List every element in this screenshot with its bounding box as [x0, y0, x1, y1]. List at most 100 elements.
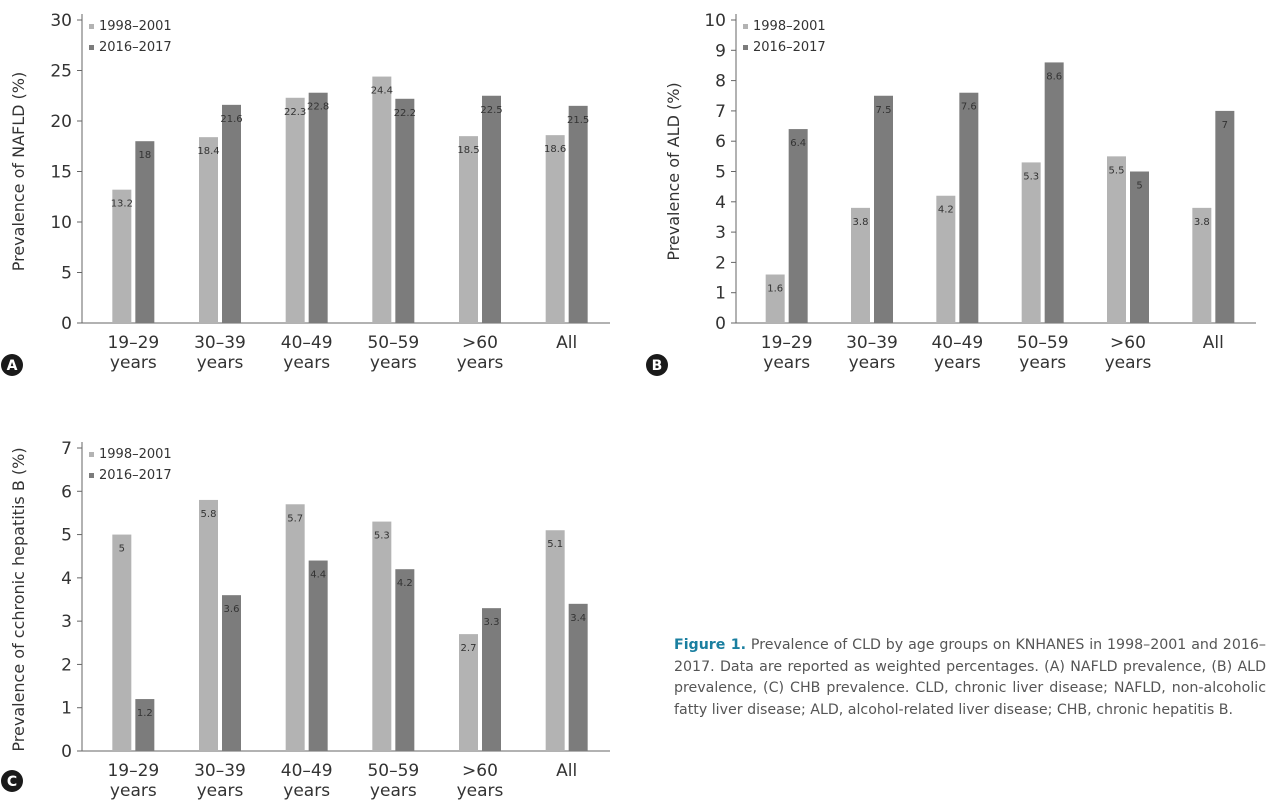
data-label: 21.6 — [220, 114, 242, 125]
data-label: 5.5 — [1109, 165, 1125, 176]
category-label: All — [1203, 333, 1224, 353]
bar-series2 — [568, 603, 588, 751]
category-label: >60 years — [457, 761, 504, 801]
bar-series1 — [285, 97, 305, 324]
data-label: 13.2 — [111, 199, 133, 210]
data-label: 18.4 — [197, 146, 219, 157]
data-label: 22.2 — [394, 108, 416, 119]
bar-series1 — [372, 521, 392, 751]
y-tick-label: 1 — [715, 284, 726, 304]
bar-series1 — [1107, 156, 1126, 323]
bar-series2 — [222, 595, 241, 751]
y-tick-label: 0 — [715, 314, 726, 334]
chart-panel-c: 0 1 2 3 4 5 6 7 Prevalence of cchronic hepatitis… — [0, 425, 620, 803]
bar-series2 — [395, 98, 415, 323]
legend-label: 2016–2017 — [99, 40, 172, 55]
bar-series2 — [1215, 110, 1235, 324]
caption-text: Prevalence of CLD by age groups on KNHAN… — [674, 637, 1266, 718]
bar-series1 — [459, 136, 478, 323]
category-label: 19–29 years — [107, 761, 159, 801]
legend-label: 1998–2001 — [99, 19, 172, 34]
data-label: 3.4 — [570, 613, 586, 624]
bar-series1 — [112, 534, 132, 751]
category-label: 19–29 years — [107, 333, 159, 373]
chb-chart: 0 1 2 3 4 5 6 7 Prevalence of cchronic hepatitis… — [1, 439, 610, 801]
category-label: All — [556, 333, 577, 353]
bar-series1 — [936, 195, 956, 323]
y-tick-label: 4 — [61, 569, 72, 589]
y-tick-label: 25 — [50, 62, 72, 82]
category-label: 30–39 years — [194, 333, 246, 373]
legend-swatch — [89, 24, 94, 29]
y-tick-label: 1 — [61, 699, 72, 719]
category-label: 19–29 years — [761, 333, 813, 373]
data-label: 7 — [1222, 120, 1228, 131]
data-label: 5 — [119, 544, 125, 555]
data-label: 6.4 — [790, 138, 806, 149]
y-tick-label: 2 — [61, 655, 72, 675]
bar-series2 — [308, 92, 328, 323]
bar-series1 — [851, 207, 870, 323]
figure-label: Figure 1. — [674, 637, 747, 653]
y-tick-label: 3 — [61, 612, 72, 632]
legend-label: 1998–2001 — [753, 19, 826, 34]
data-label: 5 — [1136, 181, 1142, 192]
data-label: 4.2 — [938, 205, 954, 216]
data-label: 5.7 — [287, 513, 303, 524]
bar-series2 — [308, 560, 328, 751]
y-tick-label: 7 — [61, 439, 72, 459]
y-tick-label: 5 — [715, 163, 726, 183]
data-label: 7.5 — [876, 105, 892, 116]
category-label: 50–59 years — [1017, 333, 1069, 373]
data-label: 4.2 — [397, 578, 413, 589]
category-label: >60 years — [1105, 333, 1152, 373]
data-label: 5.1 — [547, 539, 563, 550]
figure-caption: Figure 1. Prevalence of CLD by age group… — [674, 635, 1266, 721]
panel-badge-label: B — [652, 358, 663, 374]
bar-series2 — [395, 569, 415, 751]
bar-series2 — [1130, 171, 1149, 323]
data-label: 22.3 — [284, 107, 306, 118]
legend-label: 1998–2001 — [99, 447, 172, 462]
bar-series2 — [1044, 62, 1064, 324]
legend-swatch — [89, 452, 94, 457]
legend-label: 2016–2017 — [99, 468, 172, 483]
panel-badge — [1, 770, 23, 792]
data-label: 21.5 — [567, 115, 589, 126]
y-tick-label: 20 — [50, 112, 72, 132]
y-tick-label: 10 — [704, 11, 726, 31]
bar-series1 — [372, 76, 392, 323]
data-label: 3.3 — [484, 617, 500, 628]
bar-series1 — [285, 504, 305, 751]
bar-series1 — [199, 499, 218, 751]
y-tick-label: 5 — [61, 526, 72, 546]
data-label: 18.6 — [544, 144, 566, 155]
category-label: 50–59 years — [367, 333, 419, 373]
data-label: 22.8 — [307, 102, 329, 113]
bar-series2 — [482, 95, 501, 323]
bar-series1 — [112, 189, 132, 323]
y-tick-label: 6 — [715, 132, 726, 152]
data-label: 18 — [138, 150, 151, 161]
panel-badge-label: A — [7, 358, 18, 374]
data-label: 18.5 — [457, 145, 479, 156]
bar-series2 — [874, 95, 893, 323]
chart-panel-b: 0 1 2 3 4 5 6 7 8 9 10 Prevalence of ALD (%) 1.6 6.4 1… — [645, 0, 1266, 385]
legend-swatch — [89, 473, 94, 478]
y-tick-label: 0 — [61, 742, 72, 762]
data-label: 1.2 — [137, 708, 153, 719]
y-tick-label: 30 — [50, 11, 72, 31]
category-label: 40–49 years — [281, 333, 333, 373]
bar-series1 — [199, 137, 218, 323]
bar-series1 — [545, 530, 565, 751]
category-label: 40–49 years — [281, 761, 333, 801]
data-label: 4.4 — [310, 570, 326, 581]
y-tick-label: 6 — [61, 482, 72, 502]
y-axis-label: Prevalence of cchronic hepatitis B (%) — [9, 447, 28, 751]
bar-series2 — [568, 105, 588, 323]
y-tick-label: 2 — [715, 253, 726, 273]
data-label: 5.3 — [1023, 171, 1039, 182]
panel-badge — [1, 354, 23, 376]
y-tick-label: 3 — [715, 223, 726, 243]
y-tick-label: 9 — [715, 41, 726, 61]
